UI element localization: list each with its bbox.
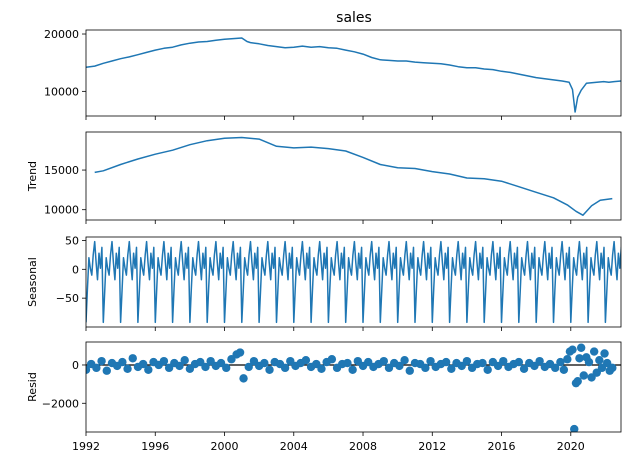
resid-point [478,358,487,368]
y-tick-label: 0 [72,359,79,372]
y-tick-label: 10000 [44,204,79,217]
resid-point [570,424,579,432]
y-tick-label: −50 [56,292,79,305]
series-observed [86,37,621,113]
x-tick-label: 2016 [488,440,516,453]
y-tick-label: 50 [65,234,79,247]
resid-point [144,365,153,374]
resid-point [568,345,577,354]
panel-trend: 10000 15000 Trend [26,131,622,224]
resid-point [441,357,451,367]
y-tick-label: 10000 [44,85,79,98]
resid-point [138,359,148,369]
resid-point [559,365,569,374]
resid-point [405,366,414,375]
x-tick-label: 2020 [557,440,585,453]
x-tick-label: 1992 [72,440,100,453]
resid-point [92,363,101,373]
resid-point [462,356,472,366]
chart-title: sales [336,10,372,26]
resid-point [123,364,132,374]
resid-point [395,361,404,371]
x-tick-label: 1996 [141,440,169,453]
resid-point [301,355,311,365]
resid-point [426,356,435,366]
resid-point [421,363,430,373]
resid-point [595,355,604,365]
panel-resid: 1992 1996 2000 2004 2008 2012 2016 2020 −2000 0 Re… [26,341,622,453]
resid-point [128,354,137,363]
resid-point [556,357,565,367]
resid-point [348,365,357,374]
resid-point [159,356,169,366]
resid-point [317,364,326,374]
observed-line [86,37,621,113]
y-axis-label: Trend [26,161,39,192]
y-axis-label: Seasonal [26,257,39,307]
resid-point [589,347,599,356]
resid-point [379,356,388,366]
resid-point [551,363,560,373]
series-trend [94,136,613,216]
y-tick-label: 20000 [44,28,79,41]
resid-point [180,355,189,365]
x-tick-label: 2012 [418,440,446,453]
resid-point [575,354,584,363]
resid-point [201,362,210,372]
resid-point [608,363,617,373]
resid-point [483,365,492,374]
series-resid [86,343,621,432]
x-tick-label: 2000 [211,440,239,453]
resid-point [400,355,409,365]
resid-point [576,343,586,352]
resid-point [97,356,106,366]
resid-point [499,356,508,366]
resid-point [573,377,582,386]
y-tick-label: −2000 [42,397,79,410]
panel-observed: 10000 20000 [44,28,622,120]
resid-point [535,356,544,366]
resid-point [447,364,456,374]
y-tick-label: 0 [72,263,79,276]
y-tick-label: 15000 [44,164,79,177]
series-seasonal [86,240,621,324]
resid-point [102,366,111,375]
resid-point [175,361,184,371]
resid-point [118,357,127,367]
resid-point [244,362,253,372]
resid-point [584,357,594,367]
resid-point [600,349,609,358]
resid-point [579,371,588,380]
panel-frame [85,236,622,328]
resid-point [343,358,352,368]
resid-point [327,355,337,364]
panel-frame [85,29,622,117]
panel-frame [85,131,622,221]
resid-point [265,365,274,374]
x-tick-label: 2008 [349,440,377,453]
resid-point [260,358,269,368]
trend-line [94,136,613,216]
resid-point [280,363,290,373]
resid-point [514,357,524,367]
resid-point [235,348,245,357]
resid-point [519,364,529,374]
panel-seasonal: −50 0 50 Seasonal [26,234,622,331]
x-tick-label: 2004 [280,440,308,453]
resid-point [239,374,248,383]
resid-point [222,363,231,373]
y-axis-label: Resid [26,372,39,402]
resid-point [563,355,572,364]
panel-frame [85,341,622,433]
seasonal-line [86,240,621,324]
